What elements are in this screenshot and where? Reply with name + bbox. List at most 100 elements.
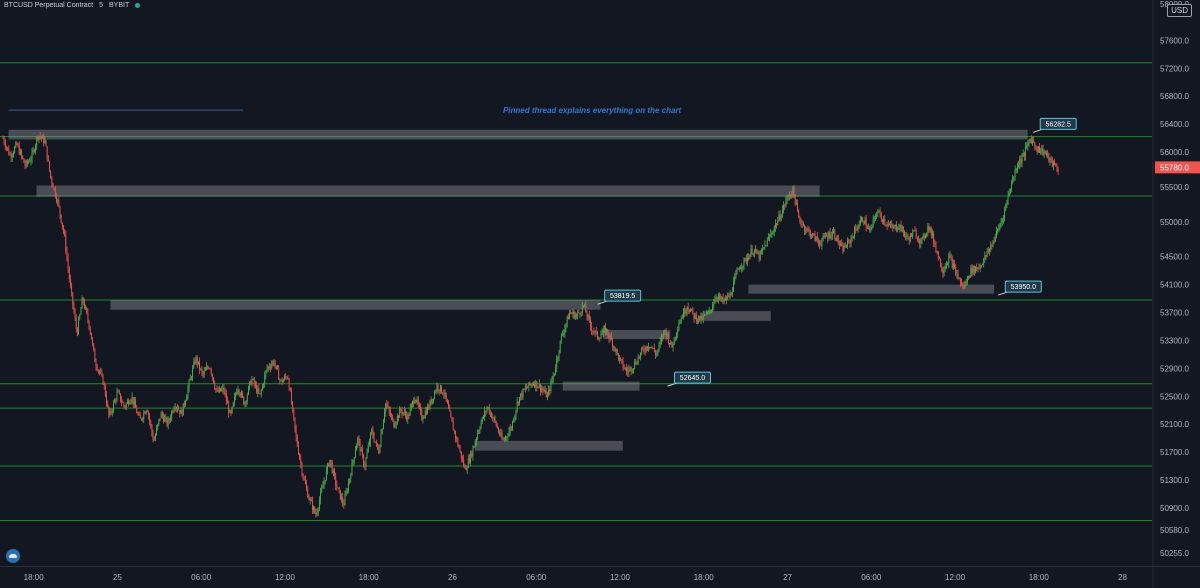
candle-body <box>493 417 495 419</box>
candle-body <box>171 411 173 419</box>
candle-body <box>422 418 424 420</box>
candle-body <box>393 419 395 428</box>
candle-body <box>720 295 722 300</box>
candle-body <box>551 379 553 382</box>
candle-body <box>628 369 630 373</box>
candle-body <box>120 393 121 401</box>
candle-body <box>402 412 404 414</box>
candle-body <box>414 399 416 404</box>
candle-body <box>854 228 855 238</box>
candle-body <box>75 318 77 330</box>
candle-body <box>723 299 725 302</box>
candle-body <box>345 491 347 496</box>
candle-body <box>370 432 372 443</box>
time-axis[interactable]: 18:00 25 06:00 12:00 18:00 26 06:00 12:00 18:00 2… <box>24 573 1128 582</box>
candle-body <box>488 407 490 414</box>
candle-body <box>908 238 910 242</box>
candle-body <box>563 333 565 335</box>
candle-body <box>308 497 310 500</box>
price-callouts: 56282.5 53819.5 52645.0 53950.0 <box>597 117 1077 387</box>
candle-body <box>215 388 217 390</box>
candle-body <box>466 467 468 471</box>
candle-body <box>391 415 392 417</box>
candle-body <box>769 236 771 238</box>
candle-body <box>309 499 311 500</box>
symbol-header[interactable]: BTCUSD Perpetual Contract 5 BYBIT <box>4 2 141 9</box>
candle-body <box>574 315 576 319</box>
candle-body <box>31 152 33 160</box>
candle-body <box>794 194 796 205</box>
candle-body <box>613 346 615 348</box>
candle-body <box>702 315 704 320</box>
candle-body <box>193 361 195 368</box>
candle-body <box>36 137 38 146</box>
candle-body <box>569 312 570 320</box>
candle-body <box>26 161 28 163</box>
candle-body <box>318 500 320 509</box>
candle-body <box>912 231 914 237</box>
candle-body <box>907 235 909 239</box>
candle-body <box>837 236 839 244</box>
candle-body <box>997 229 999 231</box>
candle-body <box>89 327 91 333</box>
candle-body <box>35 145 36 152</box>
candle-body <box>494 417 496 422</box>
candle-body <box>687 307 689 310</box>
candle-body <box>110 410 112 413</box>
candle-body <box>385 403 387 413</box>
candle-body <box>477 433 479 439</box>
candle-body <box>521 393 523 398</box>
candle-body <box>942 271 944 274</box>
candle-body <box>643 348 645 351</box>
candle-body <box>864 219 866 224</box>
candle-body <box>19 150 21 155</box>
callout-box <box>1004 280 1042 293</box>
candle-body <box>833 230 835 233</box>
candle-body <box>313 507 315 510</box>
zone-box <box>703 311 771 321</box>
candle-body <box>761 251 762 253</box>
candle-body <box>463 459 465 466</box>
candle-body <box>693 312 695 319</box>
candle-body <box>63 226 64 232</box>
candle-body <box>267 366 269 369</box>
candle-body <box>109 410 111 416</box>
candle-body <box>69 279 71 286</box>
candle-body <box>58 200 60 207</box>
candle-body <box>103 384 105 386</box>
price-tick-label: 51700.0 <box>1160 448 1189 457</box>
candle-body <box>174 407 176 409</box>
candle-body <box>984 255 986 260</box>
candle-body <box>223 387 225 393</box>
candle-body <box>919 240 921 244</box>
candle-body <box>50 170 52 178</box>
candle-body <box>738 268 740 270</box>
currency-button[interactable]: USD <box>1167 4 1192 17</box>
price-axis[interactable]: 58000.057600.057200.056800.056400.056000… <box>1152 0 1189 588</box>
candle-body <box>777 220 779 225</box>
candle-body <box>6 147 7 148</box>
candle-body <box>612 339 614 347</box>
candle-body <box>138 414 140 416</box>
candle-body <box>1029 138 1031 142</box>
candle-body <box>116 392 118 401</box>
candle-body <box>237 389 239 393</box>
candle-body <box>92 339 93 344</box>
candle-body <box>609 335 611 339</box>
candle-body <box>11 154 13 158</box>
candle-body <box>945 264 947 268</box>
candle-body <box>183 403 185 405</box>
candle-body <box>692 308 694 313</box>
candle-body <box>1050 158 1052 160</box>
candle-body <box>802 224 804 226</box>
candle-body <box>787 195 789 197</box>
candle-body <box>577 312 579 316</box>
candle-body <box>263 384 265 386</box>
candle-body <box>963 285 965 289</box>
candle-body <box>1036 147 1038 152</box>
zone-box <box>562 381 640 391</box>
candle-body <box>206 367 208 370</box>
tradingview-logo-icon[interactable] <box>6 549 20 563</box>
candle-body <box>304 479 306 485</box>
